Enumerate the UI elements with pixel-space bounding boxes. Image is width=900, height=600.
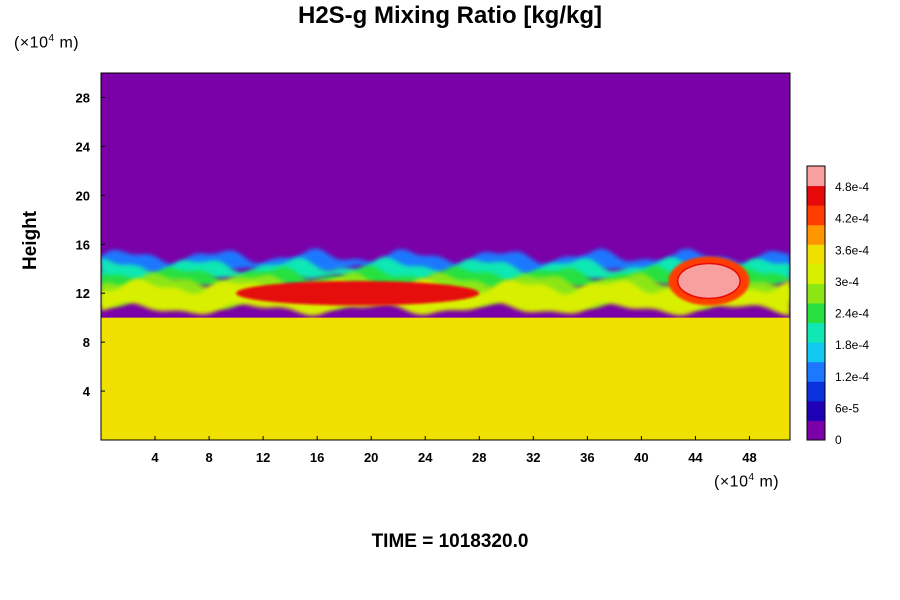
y-tick-label: 4 — [83, 384, 91, 399]
x-tick-label: 32 — [526, 450, 540, 465]
colorbar-frame — [806, 165, 826, 441]
x-axis: 4 8 12 16 20 24 28 32 36 40 44 48 — [151, 436, 757, 465]
colorbar-segment — [807, 303, 825, 324]
colorbar-segment — [807, 224, 825, 245]
colorbar-tick-label: 1.2e-4 — [835, 370, 869, 384]
colorbar-segment — [807, 322, 825, 343]
x-tick-label: 4 — [151, 450, 159, 465]
colorbar-tick-label: 2.4e-4 — [835, 307, 869, 321]
y-tick-label: 20 — [76, 188, 90, 203]
y-tick-label: 8 — [83, 335, 90, 350]
lower-region — [101, 317, 790, 440]
colorbar-tick-label: 3e-4 — [835, 275, 859, 289]
heatmap-field — [101, 73, 790, 440]
time-label: TIME = 1018320.0 — [371, 531, 529, 552]
x-tick-label: 16 — [310, 450, 324, 465]
high-concentration-band — [236, 280, 480, 306]
colorbar-segment — [807, 244, 825, 265]
y-tick-label: 16 — [76, 237, 90, 252]
colorbar-segment — [807, 205, 825, 226]
x-tick-label: 24 — [418, 450, 433, 465]
colorbar-segment — [807, 263, 825, 284]
colorbar-tick-label: 4.2e-4 — [835, 212, 869, 226]
colorbar: 0 6e-5 1.2e-4 1.8e-4 2.4e-4 3e-4 3.6e-4 4.2e-4 4… — [806, 165, 869, 447]
y-tick-label: 12 — [76, 286, 90, 301]
colorbar-segment — [807, 400, 825, 421]
colorbar-tick-label: 1.8e-4 — [835, 338, 869, 352]
x-tick-label: 44 — [688, 450, 703, 465]
colorbar-tick-label: 6e-5 — [835, 401, 859, 415]
x-tick-label: 40 — [634, 450, 648, 465]
y-tick-label: 28 — [76, 90, 90, 105]
colorbar-tick-label: 4.8e-4 — [835, 180, 869, 194]
x-tick-label: 28 — [472, 450, 486, 465]
colorbar-segment — [807, 361, 825, 382]
colorbar-tick-label: 0 — [835, 433, 842, 447]
y-tick-label: 24 — [76, 139, 91, 154]
colorbar-segment — [807, 283, 825, 304]
x-tick-label: 20 — [364, 450, 378, 465]
x-tick-label: 36 — [580, 450, 594, 465]
colorbar-segment — [807, 166, 825, 187]
plot-frame — [100, 72, 791, 441]
colorbar-segment — [807, 185, 825, 206]
x-tick-label: 12 — [256, 450, 270, 465]
y-axis-unit: (×104 m) — [14, 33, 80, 52]
chart-title: H2S-g Mixing Ratio [kg/kg] — [297, 2, 602, 29]
x-axis-unit: (×104 m) — [714, 472, 780, 491]
peak-patch — [677, 262, 741, 300]
colorbar-segment — [807, 381, 825, 402]
x-tick-label: 8 — [205, 450, 212, 465]
colorbar-segment — [807, 420, 825, 441]
colorbar-tick-label: 3.6e-4 — [835, 243, 869, 257]
y-axis: 4 8 12 16 20 24 28 — [76, 90, 105, 399]
colorbar-segment — [807, 342, 825, 363]
x-tick-label: 48 — [742, 450, 756, 465]
